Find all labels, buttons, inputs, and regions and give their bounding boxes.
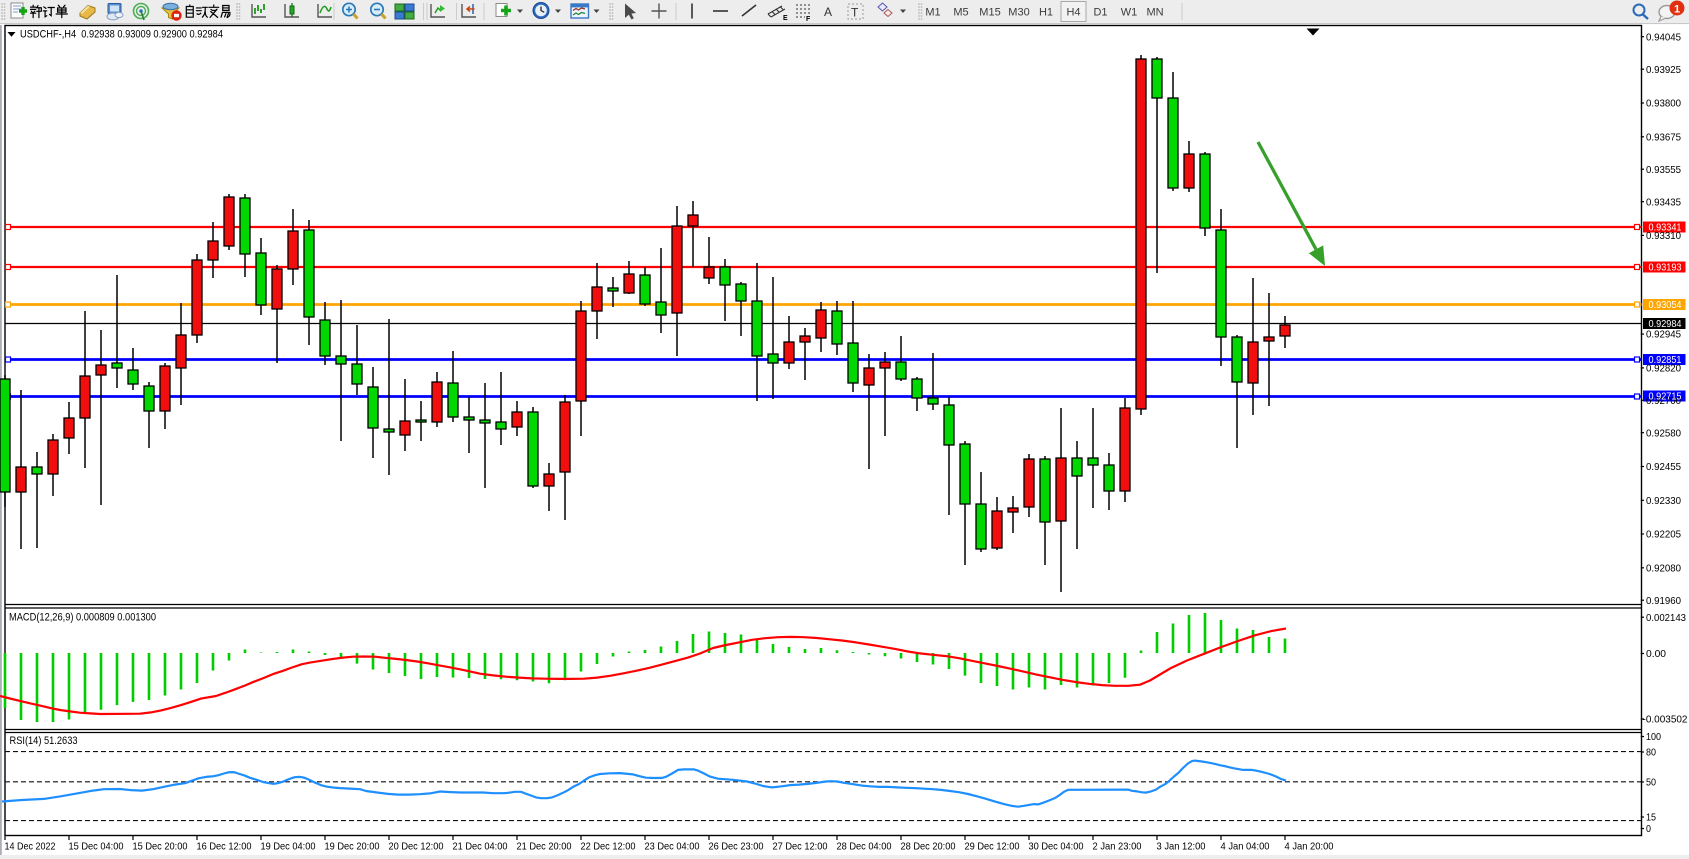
svg-text:20 Dec 12:00: 20 Dec 12:00 [389, 841, 444, 853]
svg-text:H1: H1 [1039, 7, 1053, 19]
svg-text:0.00: 0.00 [1646, 649, 1666, 660]
svg-text:0.91960: 0.91960 [1646, 596, 1681, 607]
svg-text:0.92984: 0.92984 [1649, 319, 1682, 330]
svg-text:2 Jan 23:00: 2 Jan 23:00 [1093, 841, 1142, 853]
svg-text:0.93925: 0.93925 [1646, 65, 1681, 76]
svg-text:H4: H4 [1066, 7, 1080, 19]
svg-text:0.93310: 0.93310 [1646, 231, 1681, 242]
svg-text:3 Jan 12:00: 3 Jan 12:00 [1157, 841, 1206, 853]
svg-text:0.93193: 0.93193 [1649, 263, 1682, 274]
svg-text:-0.003502: -0.003502 [1643, 715, 1688, 726]
svg-text:E: E [783, 15, 788, 22]
svg-text:0.92455: 0.92455 [1646, 462, 1681, 473]
svg-text:F: F [806, 16, 811, 23]
svg-text:0.93555: 0.93555 [1646, 165, 1681, 176]
svg-text:4 Jan 04:00: 4 Jan 04:00 [1221, 841, 1270, 853]
svg-text:28 Dec 20:00: 28 Dec 20:00 [901, 841, 956, 853]
svg-text:0.92820: 0.92820 [1646, 364, 1681, 375]
svg-text:19 Dec 20:00: 19 Dec 20:00 [325, 841, 380, 853]
svg-text:M5: M5 [953, 7, 968, 19]
svg-text:M1: M1 [925, 7, 940, 19]
svg-text:D1: D1 [1093, 7, 1107, 19]
svg-text:USDCHF-,H4 0.92938 0.93009 0.: USDCHF-,H4 0.92938 0.93009 0.92900 0.929… [20, 29, 223, 41]
svg-text:0.92945: 0.92945 [1646, 330, 1681, 341]
svg-text:0: 0 [1646, 824, 1651, 835]
svg-text:MN: MN [1146, 7, 1163, 19]
svg-text:30 Dec 04:00: 30 Dec 04:00 [1029, 841, 1084, 853]
svg-text:RSI(14) 51.2633: RSI(14) 51.2633 [10, 735, 78, 747]
svg-text:0.92205: 0.92205 [1646, 530, 1681, 541]
svg-text:0.92700: 0.92700 [1646, 396, 1681, 407]
svg-text:15 Dec 04:00: 15 Dec 04:00 [69, 841, 124, 853]
svg-text:0.93435: 0.93435 [1646, 197, 1681, 208]
svg-text:0.92580: 0.92580 [1646, 428, 1681, 439]
svg-text:A: A [824, 5, 832, 19]
svg-text:0.94045: 0.94045 [1646, 32, 1681, 43]
svg-text:0.93341: 0.93341 [1649, 223, 1682, 234]
svg-text:23 Dec 04:00: 23 Dec 04:00 [645, 841, 700, 853]
svg-text:80: 80 [1646, 748, 1656, 759]
svg-text:M15: M15 [979, 7, 1000, 19]
svg-text:0.93675: 0.93675 [1646, 132, 1681, 143]
svg-text:26 Dec 23:00: 26 Dec 23:00 [709, 841, 764, 853]
svg-text:16 Dec 12:00: 16 Dec 12:00 [197, 841, 252, 853]
svg-text:T: T [851, 6, 859, 20]
svg-text:21 Dec 20:00: 21 Dec 20:00 [517, 841, 572, 853]
svg-text:15: 15 [1646, 813, 1656, 824]
svg-text:15 Dec 20:00: 15 Dec 20:00 [133, 841, 188, 853]
svg-text:MACD(12,26,9) 0.000809 0.00130: MACD(12,26,9) 0.000809 0.001300 [9, 612, 156, 624]
svg-text:28 Dec 04:00: 28 Dec 04:00 [837, 841, 892, 853]
svg-text:W1: W1 [1121, 7, 1138, 19]
svg-text:0.93054: 0.93054 [1649, 300, 1682, 311]
svg-text:29 Dec 12:00: 29 Dec 12:00 [965, 841, 1020, 853]
svg-text:14 Dec 2022: 14 Dec 2022 [5, 841, 56, 853]
svg-text:1: 1 [1674, 4, 1680, 16]
svg-text:100: 100 [1646, 732, 1661, 743]
svg-text:4 Jan 20:00: 4 Jan 20:00 [1285, 841, 1334, 853]
svg-text:0.002143: 0.002143 [1646, 613, 1686, 624]
svg-text:19 Dec 04:00: 19 Dec 04:00 [261, 841, 316, 853]
svg-text:50: 50 [1646, 778, 1656, 789]
svg-text:0.92715: 0.92715 [1649, 392, 1682, 403]
svg-text:M30: M30 [1008, 7, 1029, 19]
svg-text:27 Dec 12:00: 27 Dec 12:00 [773, 841, 828, 853]
svg-text:0.93800: 0.93800 [1646, 99, 1681, 110]
svg-text:0.92080: 0.92080 [1646, 563, 1681, 574]
svg-text:21 Dec 04:00: 21 Dec 04:00 [453, 841, 508, 853]
svg-text:0.92330: 0.92330 [1646, 496, 1681, 507]
svg-text:0.92851: 0.92851 [1649, 355, 1682, 366]
svg-text:22 Dec 12:00: 22 Dec 12:00 [581, 841, 636, 853]
